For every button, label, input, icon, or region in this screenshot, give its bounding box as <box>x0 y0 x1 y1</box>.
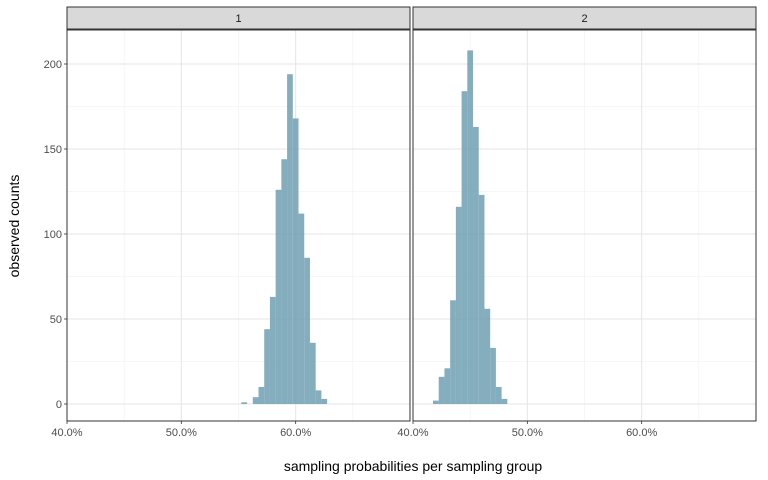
histogram-bar <box>490 347 496 404</box>
x-tick-label: 50.0% <box>512 427 543 439</box>
histogram-bar <box>501 398 508 404</box>
histogram-bar <box>461 91 468 404</box>
x-tick-label: 60.0% <box>280 427 311 439</box>
histogram-bar <box>304 257 310 404</box>
histogram-bar <box>433 400 439 404</box>
histogram-bar <box>298 213 305 404</box>
histogram-bar <box>275 189 282 404</box>
histogram-bar <box>264 329 270 404</box>
histogram-bar <box>467 50 474 405</box>
y-axis-title: observed counts <box>6 175 22 278</box>
facet-panel-2: 2 40.0% 50.0% 60.0% <box>397 6 757 439</box>
panel-border <box>412 29 757 422</box>
y-tick-label: 100 <box>44 229 62 241</box>
histogram-bar <box>252 397 259 404</box>
x-axis-title: sampling probabilities per sampling grou… <box>284 458 543 474</box>
histogram-bar <box>269 296 276 404</box>
x-tick-label: 60.0% <box>626 427 657 439</box>
y-tick-label: 50 <box>50 314 62 326</box>
x-tick-label: 40.0% <box>397 427 428 439</box>
histogram-bar <box>478 194 485 404</box>
histogram-bar <box>321 398 328 404</box>
histogram-bar <box>292 118 299 405</box>
histogram-bar <box>495 387 502 404</box>
histogram-bar <box>444 368 451 404</box>
histogram-bar <box>287 74 293 404</box>
histogram-bar <box>241 402 248 404</box>
histogram-bar <box>315 390 322 404</box>
y-tick-label: 200 <box>44 59 62 71</box>
facet-strip <box>412 6 757 30</box>
facet-panel-1: 1 40.0% 50.0% 60.0% <box>51 6 411 439</box>
histogram-bar <box>484 308 491 404</box>
histogram-bar <box>438 376 445 404</box>
panel-border <box>66 29 411 422</box>
histogram-bar <box>258 387 265 404</box>
y-tick-label: 150 <box>44 144 62 156</box>
facet-strip-label: 2 <box>581 13 587 25</box>
x-tick-label: 50.0% <box>166 427 197 439</box>
y-tick-label: 0 <box>56 399 62 411</box>
facet-strip <box>66 6 411 30</box>
histogram-bar <box>309 342 316 404</box>
facet-strip-label: 1 <box>235 13 241 25</box>
histogram-bar <box>281 159 288 404</box>
histogram-bar <box>455 206 462 404</box>
histogram-bar <box>450 300 456 404</box>
histogram-bar <box>473 126 479 405</box>
x-tick-label: 40.0% <box>51 427 82 439</box>
